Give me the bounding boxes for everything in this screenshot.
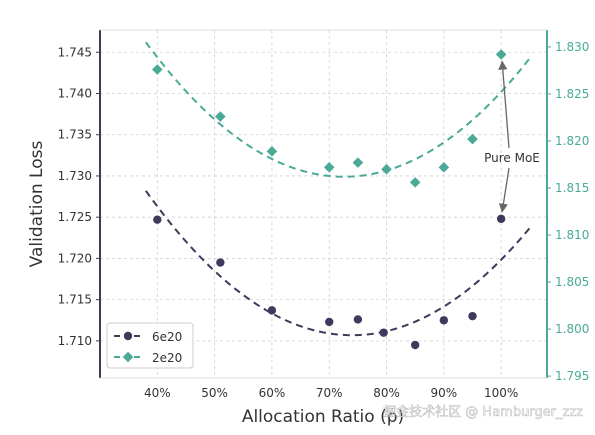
right-tick-label: 1.820 <box>555 134 589 148</box>
x-tick-label: 100% <box>484 386 518 400</box>
annotation: Pure MoE <box>484 60 540 213</box>
fit-curves <box>145 41 531 337</box>
data-point-6e20 <box>216 258 225 267</box>
right-tick-label: 1.800 <box>555 322 589 336</box>
legend-label-2e20: 2e20 <box>152 351 182 365</box>
left-tick-label: 1.735 <box>58 128 92 142</box>
data-point-6e20 <box>468 311 477 321</box>
watermark-text: 掘金技术社区 @ Hamburger_zzz <box>383 404 583 420</box>
x-tick-label: 40% <box>144 386 171 400</box>
data-points <box>152 49 507 350</box>
annotation-label: Pure MoE <box>484 151 540 165</box>
data-point-2e20 <box>215 111 226 122</box>
left-tick-label: 1.740 <box>58 86 92 100</box>
left-tick-label: 1.715 <box>58 293 92 307</box>
legend-label-6e20: 6e20 <box>152 330 182 344</box>
data-point-6e20 <box>410 340 420 350</box>
x-tick-label: 50% <box>201 386 228 400</box>
data-point-2e20 <box>323 162 335 173</box>
data-point-6e20 <box>353 315 363 324</box>
left-tick-label: 1.710 <box>58 334 92 348</box>
left-tick-label: 1.745 <box>58 45 92 59</box>
data-point-2e20 <box>266 146 278 157</box>
fit-curve-6e20 <box>145 190 531 337</box>
right-tick-label: 1.830 <box>555 40 589 54</box>
y-axis-title: Validation Loss <box>27 141 47 268</box>
legend: 6e20 2e20 <box>106 322 194 369</box>
fit-curve-2e20 <box>145 41 531 178</box>
data-point-6e20 <box>325 317 334 327</box>
data-point-2e20 <box>409 177 421 188</box>
data-point-2e20 <box>467 133 478 145</box>
annotation-arrow <box>498 60 510 149</box>
data-point-2e20 <box>438 162 450 173</box>
data-point-6e20 <box>439 316 449 325</box>
left-tick-label: 1.720 <box>58 251 92 265</box>
annotation-arrow <box>498 167 510 213</box>
data-point-6e20 <box>379 328 388 337</box>
x-tick-label: 70% <box>316 386 343 400</box>
legend-marker-6e20 <box>123 331 133 341</box>
x-axis-title: Allocation Ratio (ρ) <box>242 407 404 427</box>
axes: 40% 50% 60% 70% 80% 90% 100% 1.710 1.715 1.720 1.7… <box>58 29 589 400</box>
data-point-2e20 <box>381 163 392 175</box>
left-tick-label: 1.725 <box>58 210 92 224</box>
x-tick-label: 80% <box>373 386 400 400</box>
right-tick-label: 1.805 <box>555 275 589 289</box>
right-tick-label: 1.825 <box>555 87 589 101</box>
x-tick-label: 60% <box>259 386 286 400</box>
x-tick-label: 90% <box>431 386 458 400</box>
right-tick-label: 1.795 <box>555 369 589 383</box>
data-point-6e20 <box>496 214 506 224</box>
legend-marker-2e20 <box>122 351 134 363</box>
data-point-2e20 <box>152 64 163 75</box>
left-tick-label: 1.730 <box>58 169 92 183</box>
data-point-6e20 <box>267 306 277 315</box>
right-tick-label: 1.815 <box>555 181 589 195</box>
data-point-2e20 <box>352 157 364 168</box>
data-point-2e20 <box>495 49 507 60</box>
right-tick-label: 1.810 <box>555 228 589 242</box>
data-point-6e20 <box>153 215 162 224</box>
